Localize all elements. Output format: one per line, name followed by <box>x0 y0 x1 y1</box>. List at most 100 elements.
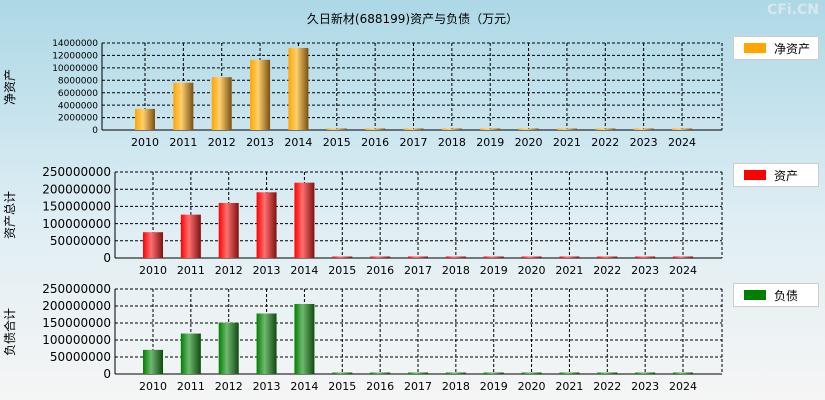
y-tick-label: 6000000 <box>58 89 98 99</box>
bar-2011 <box>180 214 201 258</box>
bar-2021 <box>556 128 577 130</box>
legend-liabilities: 负债 <box>733 283 819 307</box>
bar-2016 <box>370 256 391 258</box>
x-tick-label: 2016 <box>366 264 394 277</box>
bar-2022 <box>597 256 618 258</box>
y-tick-label: 4000000 <box>58 101 98 111</box>
chart-0: 0 2000000 4000000 6000000 8000000 10000000 120… <box>3 39 723 149</box>
x-tick-label: 2023 <box>630 136 658 149</box>
bar-2020 <box>521 256 542 258</box>
bar-2010 <box>135 108 155 130</box>
legend-swatch <box>744 290 766 300</box>
bar-2010 <box>143 232 163 258</box>
bar-2013 <box>250 59 271 130</box>
bar-2024 <box>672 128 692 130</box>
bar-2020 <box>521 372 542 374</box>
x-tick-label: 2014 <box>290 264 318 277</box>
y-tick-label: 12000000 <box>52 52 98 62</box>
bar-2014 <box>294 182 315 258</box>
y-tick-label: 0 <box>103 367 111 381</box>
legend-swatch <box>744 170 766 180</box>
x-tick-label: 2015 <box>328 264 356 277</box>
y-tick-label: 0 <box>92 126 98 136</box>
bar-2014 <box>294 303 315 374</box>
brand-watermark: CFi.CN <box>767 2 819 18</box>
x-tick-label: 2021 <box>555 264 583 277</box>
x-tick-label: 2018 <box>442 264 470 277</box>
bar-2023 <box>635 256 656 258</box>
bar-2013 <box>256 313 277 374</box>
x-tick-label: 2011 <box>177 264 205 277</box>
x-tick-label: 2017 <box>404 380 432 393</box>
x-tick-label: 2022 <box>593 264 621 277</box>
x-tick-label: 2018 <box>442 380 470 393</box>
bar-2016 <box>370 372 391 374</box>
x-tick-label: 2017 <box>404 264 432 277</box>
x-tick-label: 2015 <box>323 136 351 149</box>
bar-2018 <box>445 256 466 258</box>
x-tick-label: 2010 <box>131 136 159 149</box>
bar-2023 <box>633 128 654 130</box>
x-tick-label: 2012 <box>215 380 243 393</box>
bar-2017 <box>408 256 428 258</box>
bar-2018 <box>445 372 466 374</box>
y-tick-label: 150000000 <box>42 200 111 214</box>
x-tick-label: 2013 <box>253 380 281 393</box>
y-tick-label: 0 <box>103 251 111 265</box>
bar-2022 <box>597 372 618 374</box>
y-tick-label: 150000000 <box>42 316 111 330</box>
x-tick-label: 2012 <box>208 136 236 149</box>
bar-2011 <box>180 333 201 374</box>
legend-assets: 资产 <box>733 163 819 187</box>
x-tick-label: 2012 <box>215 264 243 277</box>
bar-2012 <box>218 202 239 258</box>
x-tick-label: 2018 <box>438 136 466 149</box>
x-tick-label: 2017 <box>400 136 428 149</box>
legend-swatch <box>744 43 766 53</box>
x-tick-label: 2010 <box>139 264 167 277</box>
x-tick-label: 2011 <box>169 136 197 149</box>
bar-2024 <box>673 372 693 374</box>
x-tick-label: 2015 <box>328 380 356 393</box>
chart-title: 久日新材(688199)资产与负债（万元） <box>306 12 519 26</box>
bar-2021 <box>559 372 580 374</box>
bar-2018 <box>441 128 462 130</box>
y-tick-label: 14000000 <box>52 39 98 49</box>
y-tick-label: 100000000 <box>42 333 111 347</box>
y-tick-label: 200000000 <box>42 182 111 196</box>
x-tick-label: 2023 <box>631 380 659 393</box>
x-tick-label: 2020 <box>515 136 543 149</box>
bar-2017 <box>403 128 424 130</box>
x-tick-label: 2021 <box>553 136 581 149</box>
bar-2012 <box>218 322 239 374</box>
bar-2019 <box>480 128 501 130</box>
x-tick-label: 2024 <box>669 264 697 277</box>
y-tick-label: 50000000 <box>50 234 111 248</box>
y-tick-label: 250000000 <box>42 165 111 179</box>
legend-label: 净资产 <box>774 41 811 56</box>
y-axis-title: 负债合计 <box>2 308 17 356</box>
x-tick-label: 2024 <box>669 380 697 393</box>
x-tick-label: 2022 <box>593 380 621 393</box>
bar-2023 <box>635 372 656 374</box>
x-tick-label: 2023 <box>631 264 659 277</box>
bar-2022 <box>595 128 616 130</box>
x-tick-label: 2013 <box>253 264 281 277</box>
bar-2015 <box>332 256 353 258</box>
y-axis-title: 净资产 <box>3 69 17 105</box>
chart-2: 0 50000000 100000000 150000000 200000000 2500… <box>2 282 723 393</box>
x-tick-label: 2019 <box>476 136 504 149</box>
bar-2019 <box>483 256 504 258</box>
y-tick-label: 8000000 <box>58 76 98 86</box>
bar-2013 <box>256 192 277 258</box>
bar-2015 <box>332 372 353 374</box>
x-tick-label: 2016 <box>361 136 389 149</box>
bar-2024 <box>673 256 693 258</box>
bar-2011 <box>173 82 194 130</box>
x-tick-label: 2021 <box>555 380 583 393</box>
x-tick-label: 2020 <box>518 380 546 393</box>
x-tick-label: 2024 <box>668 136 696 149</box>
bar-2017 <box>408 372 428 374</box>
legend-net-assets: 净资产 <box>733 36 819 60</box>
